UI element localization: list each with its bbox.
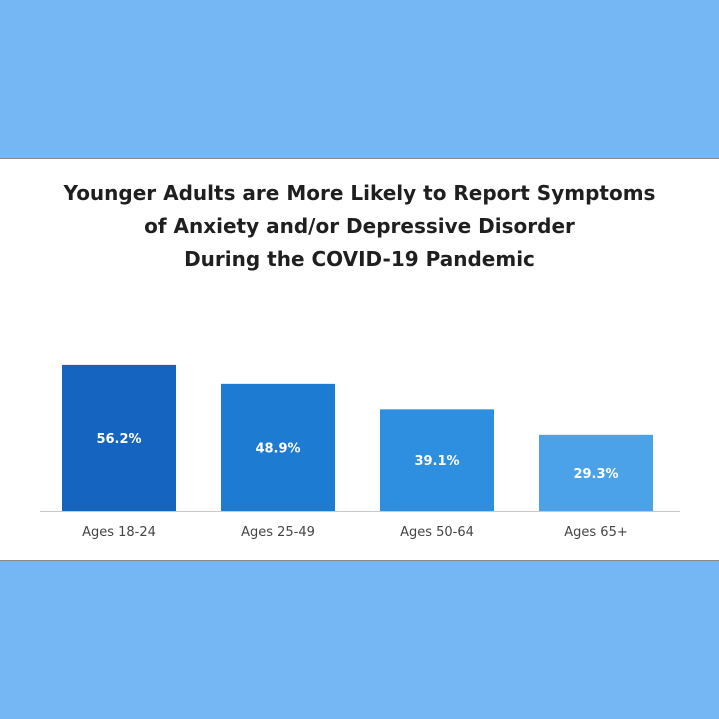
x-tick-label-3: Ages 50-64 — [400, 525, 474, 540]
bar-2 — [221, 383, 335, 511]
bar-value-label-3: 39.1% — [414, 454, 459, 469]
bar-value-label-2: 48.9% — [255, 441, 300, 456]
chart-title-line-1: Younger Adults are More Likely to Report… — [63, 181, 656, 205]
bar-chart: 56.2% Ages 18-24 48.9% Ages 25-49 39.1% Ages … — [40, 364, 680, 540]
bar-value-label-4: 29.3% — [573, 467, 618, 482]
chart-card: Younger Adults are More Likely to Report… — [0, 158, 719, 561]
bar-3 — [380, 409, 494, 511]
x-tick-label-4: Ages 65+ — [564, 525, 627, 540]
chart-title-line-3: During the COVID-19 Pandemic — [184, 247, 535, 271]
x-tick-label-2: Ages 25-49 — [241, 525, 315, 540]
bar-value-label-1: 56.2% — [96, 432, 141, 447]
x-tick-label-1: Ages 18-24 — [82, 525, 156, 540]
chart-title: Younger Adults are More Likely to Report… — [0, 177, 719, 276]
chart-title-line-2: of Anxiety and/or Depressive Disorder — [144, 214, 575, 238]
bar-4 — [539, 434, 653, 511]
bar-1 — [62, 364, 176, 511]
